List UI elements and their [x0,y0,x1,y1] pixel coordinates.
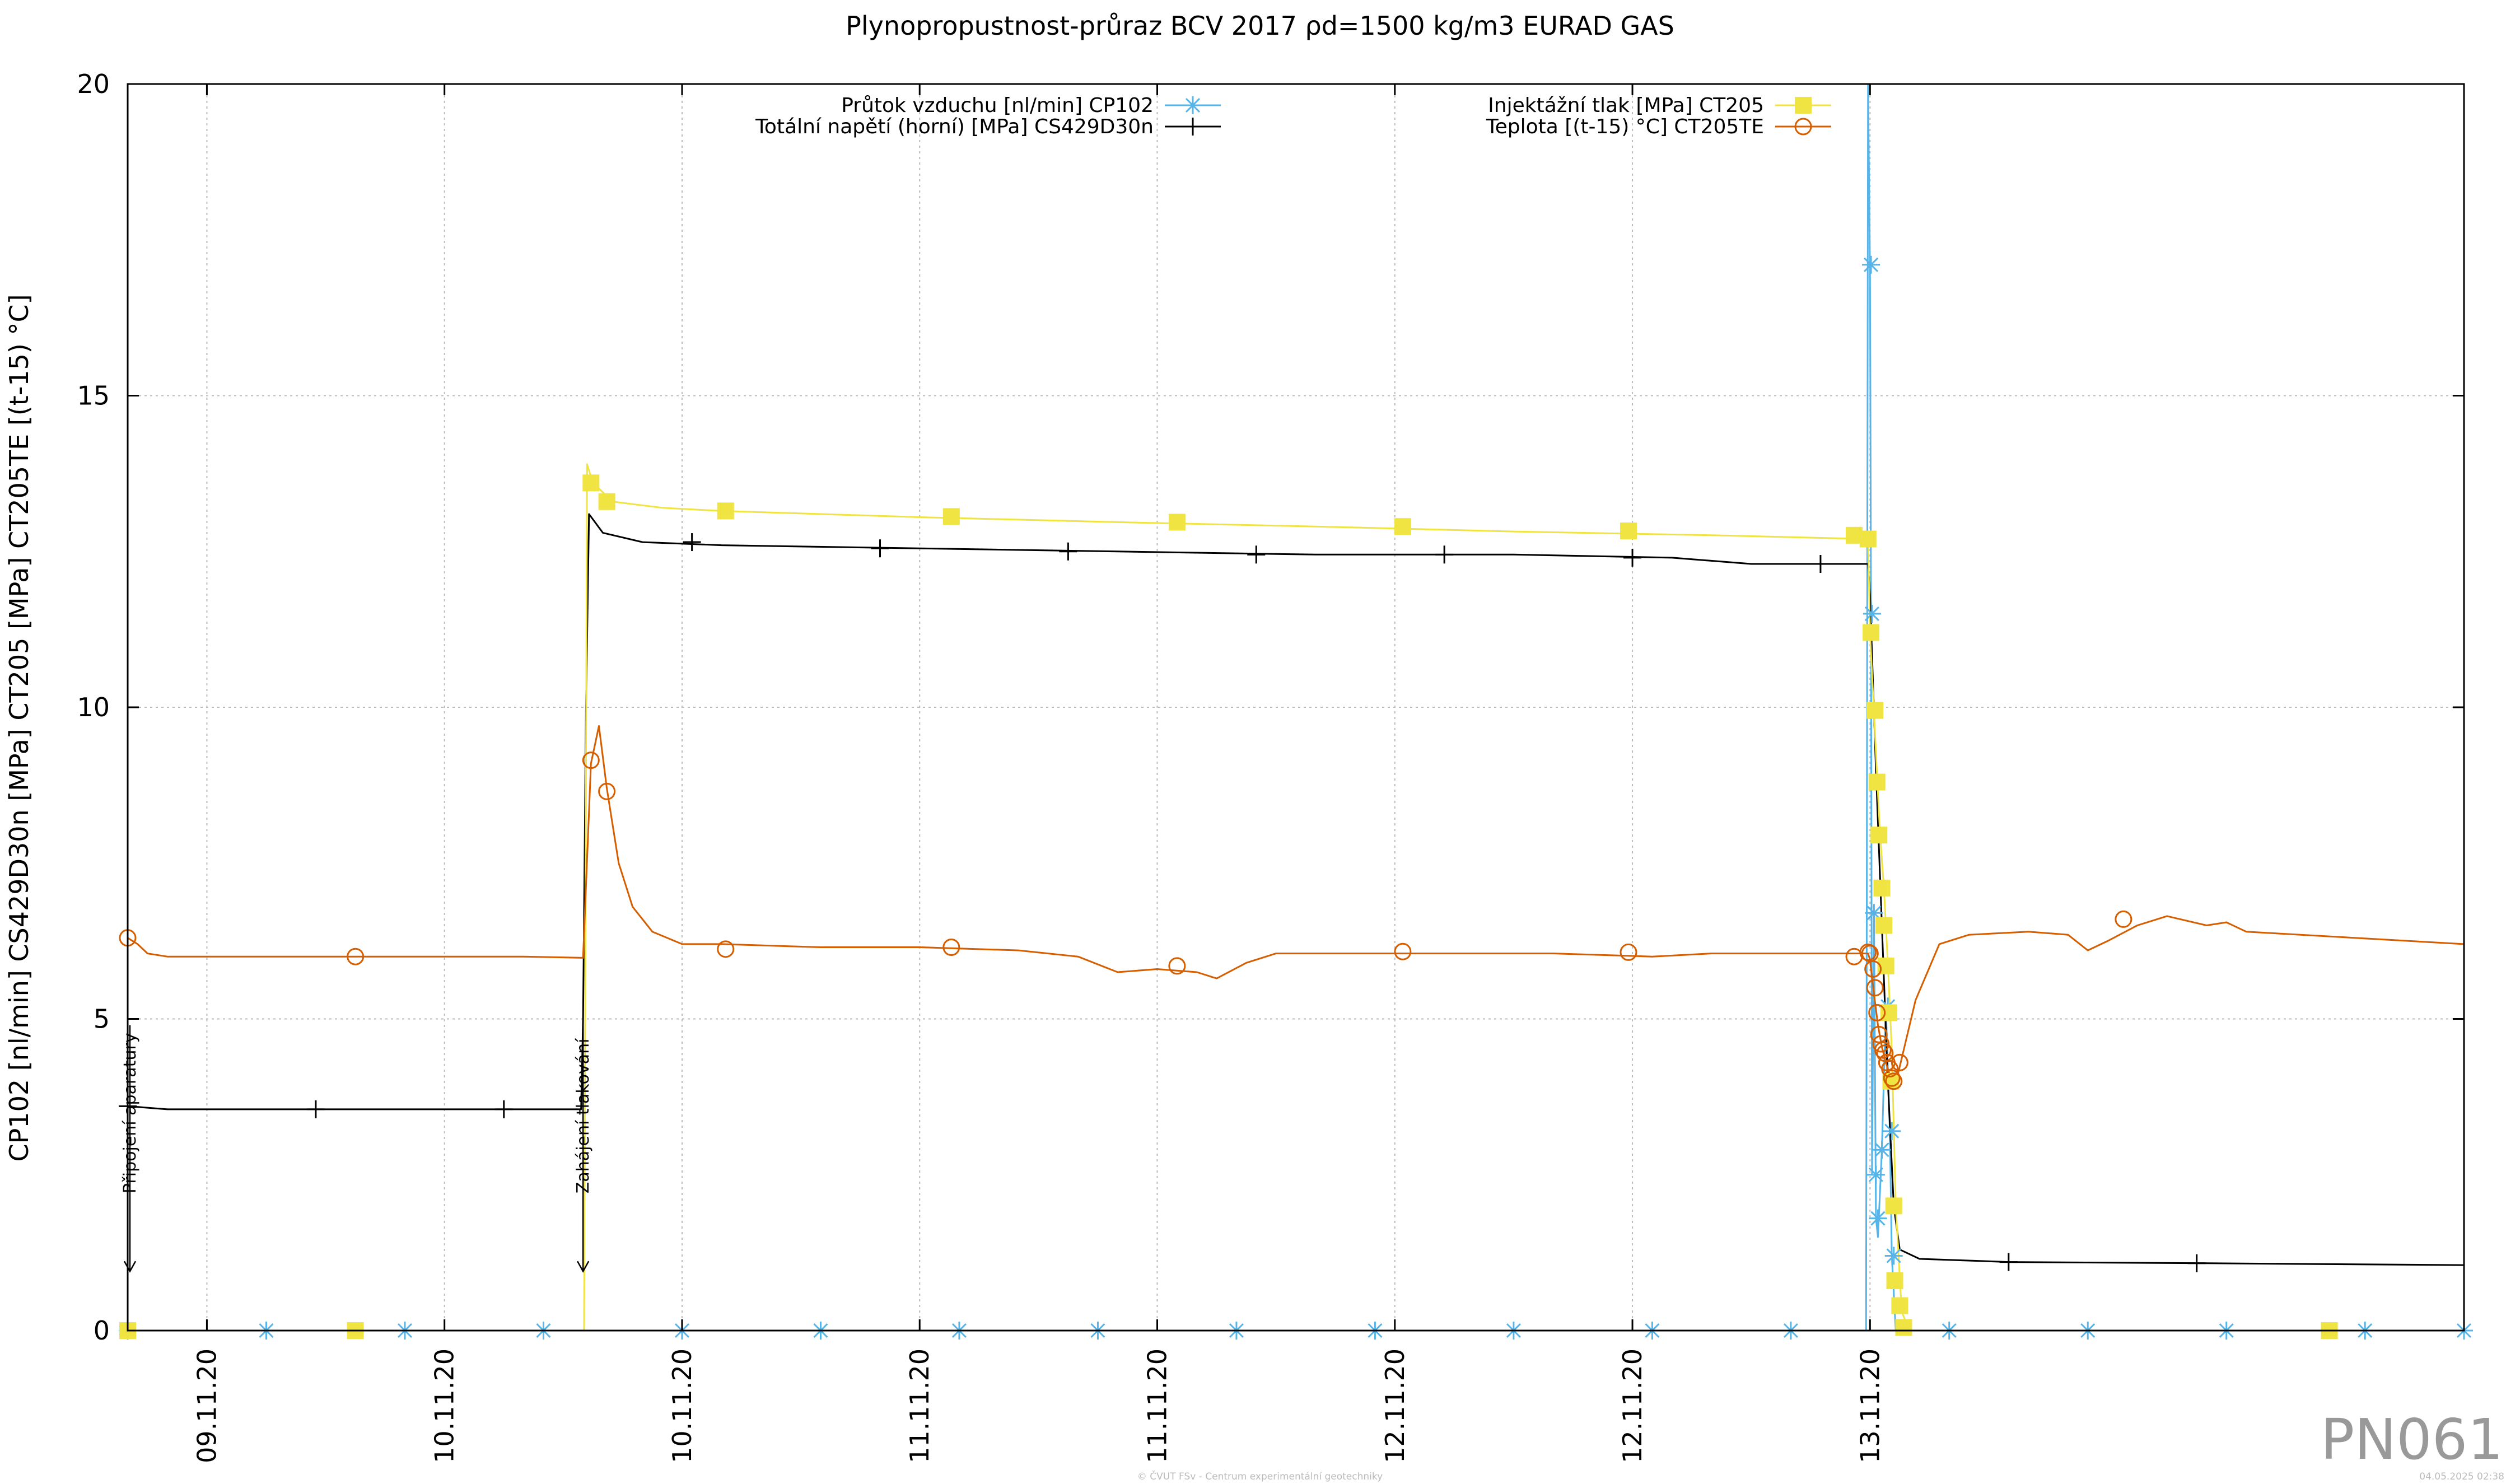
data-point-square [1873,879,1891,897]
data-point-circle [1868,1004,1886,1021]
data-point-plus [1999,1253,2018,1271]
data-point-circle [1794,118,1812,136]
data-point-circle [1168,957,1186,975]
legend-label: Průtok vzduchu [nl/min] CP102 [841,94,1154,117]
data-point-plus [1247,545,1266,564]
data-point-circle [1881,1060,1899,1078]
y-tick-label: 20 [77,69,110,99]
data-point-square [598,493,615,510]
legend-entry-4: Teplota [(t-15) °C] CT205TE [1486,115,1831,138]
data-point-plus [1623,548,1642,567]
legend-label: Teplota [(t-15) °C] CT205TE [1486,115,1764,138]
data-point-star [1184,96,1202,114]
data-point-circle [1874,1041,1892,1059]
data-point-square [1895,1319,1912,1336]
axes: 0 5 10 15 20 09.11.20 10.11.20 10.11.20 11.11.20… [77,69,2464,1463]
watermark-copyright: © ČVUT FSv - Centrum experimentální geot… [1137,1470,1383,1482]
data-point-circle [1394,942,1412,960]
data-point-square [1859,530,1877,548]
annotation-label: Zahájení tlakování [573,1038,593,1193]
data-point-circle [1883,1069,1901,1087]
annotation-label: Připojení aparatury [120,1033,140,1193]
y-tick-label: 10 [77,692,110,722]
x-tick-label: 12.11.20 [1380,1348,1410,1463]
data-point-square [1866,702,1884,719]
data-point-plus [1811,555,1830,573]
data-point-circle [1864,960,1882,978]
legend-label: Injektážní tlak [MPa] CT205 [1488,94,1764,117]
y-tick-label: 0 [94,1315,110,1346]
data-point-circle [1885,1072,1903,1090]
data-point-square [717,502,734,520]
series-line-4 [127,725,2465,1079]
data-point-square [1795,97,1812,114]
x-tick-label: 12.11.20 [1617,1348,1648,1463]
data-point-square [1620,522,1637,540]
x-tick-label: 09.11.20 [192,1348,222,1463]
data-point-square [1891,1297,1908,1314]
x-tick-label: 10.11.20 [667,1348,697,1463]
data-point-plus [2187,1254,2206,1272]
data-point-square [1863,624,1880,641]
legend-label: Totální napětí (horní) [MPa] CS429D30n [755,115,1154,138]
y-tick-label: 15 [77,381,110,411]
data-point-circle [2115,910,2132,928]
legend-entry-1: Průtok vzduchu [nl/min] CP102 [841,94,1221,117]
data-point-square [1885,1197,1902,1215]
data-point-square [582,474,600,492]
chart-title: Plynopropustnost-průraz BCV 2017 ρd=1500… [846,11,1674,41]
data-point-circle [1620,943,1637,961]
data-point-square [942,508,960,525]
annotation-arrowhead [577,1261,590,1273]
legend-entry-2: Totální napětí (horní) [MPa] CS429D30n [755,115,1221,138]
data-point-circle [582,752,600,769]
series-markers-4 [119,752,2132,1090]
legend-entry-3: Injektážní tlak [MPa] CT205 [1488,94,1831,117]
data-point-star [1884,1247,1903,1265]
y-axis-label: CP102 [nl/min] CS429D30n [MPa] CT205 [MP… [4,294,34,1161]
x-tick-label: 11.11.20 [1142,1348,1173,1463]
watermark-id-label: PN061 [2321,1407,2503,1472]
data-point-star [1883,1122,1901,1140]
data-point-plus [1435,545,1454,564]
data-point-circle [1891,1053,1908,1071]
data-point-plus [1184,118,1202,136]
data-point-plus [871,539,889,558]
data-point-star [1866,1165,1885,1184]
x-tick-label: 13.11.20 [1855,1348,1885,1463]
x-tick-label: 11.11.20 [904,1348,935,1463]
data-point-plus [1059,542,1077,561]
data-point-circle [1876,1044,1894,1062]
data-point-circle [942,939,960,956]
data-point-star [1862,255,1880,274]
y-tick-label: 5 [94,1004,110,1034]
data-point-square [1886,1272,1903,1289]
x-tick-label: 10.11.20 [430,1348,460,1463]
data-point-circle [717,940,735,958]
data-point-star [1869,1209,1887,1228]
data-point-circle [1870,1025,1888,1043]
data-point-star [1863,605,1881,623]
data-point-square [1168,514,1186,531]
data-point-circle [347,948,365,965]
data-point-plus [306,1100,325,1118]
data-point-square [1394,518,1411,535]
data-point-circle [1866,979,1884,997]
data-point-star [1873,1141,1891,1159]
data-point-plus [683,533,701,552]
data-point-square [1870,827,1888,844]
watermark-timestamp: 04.05.2025 02:38 [2419,1471,2504,1482]
data-point-square [1868,773,1886,791]
data-point-circle [598,782,616,800]
annotations: Připojení aparatury Zahájení tlakování [120,1025,593,1273]
data-point-plus [494,1100,513,1118]
data-point-circle [1859,943,1877,961]
data-point-square [1875,917,1893,934]
annotation-arrowhead [123,1261,137,1273]
